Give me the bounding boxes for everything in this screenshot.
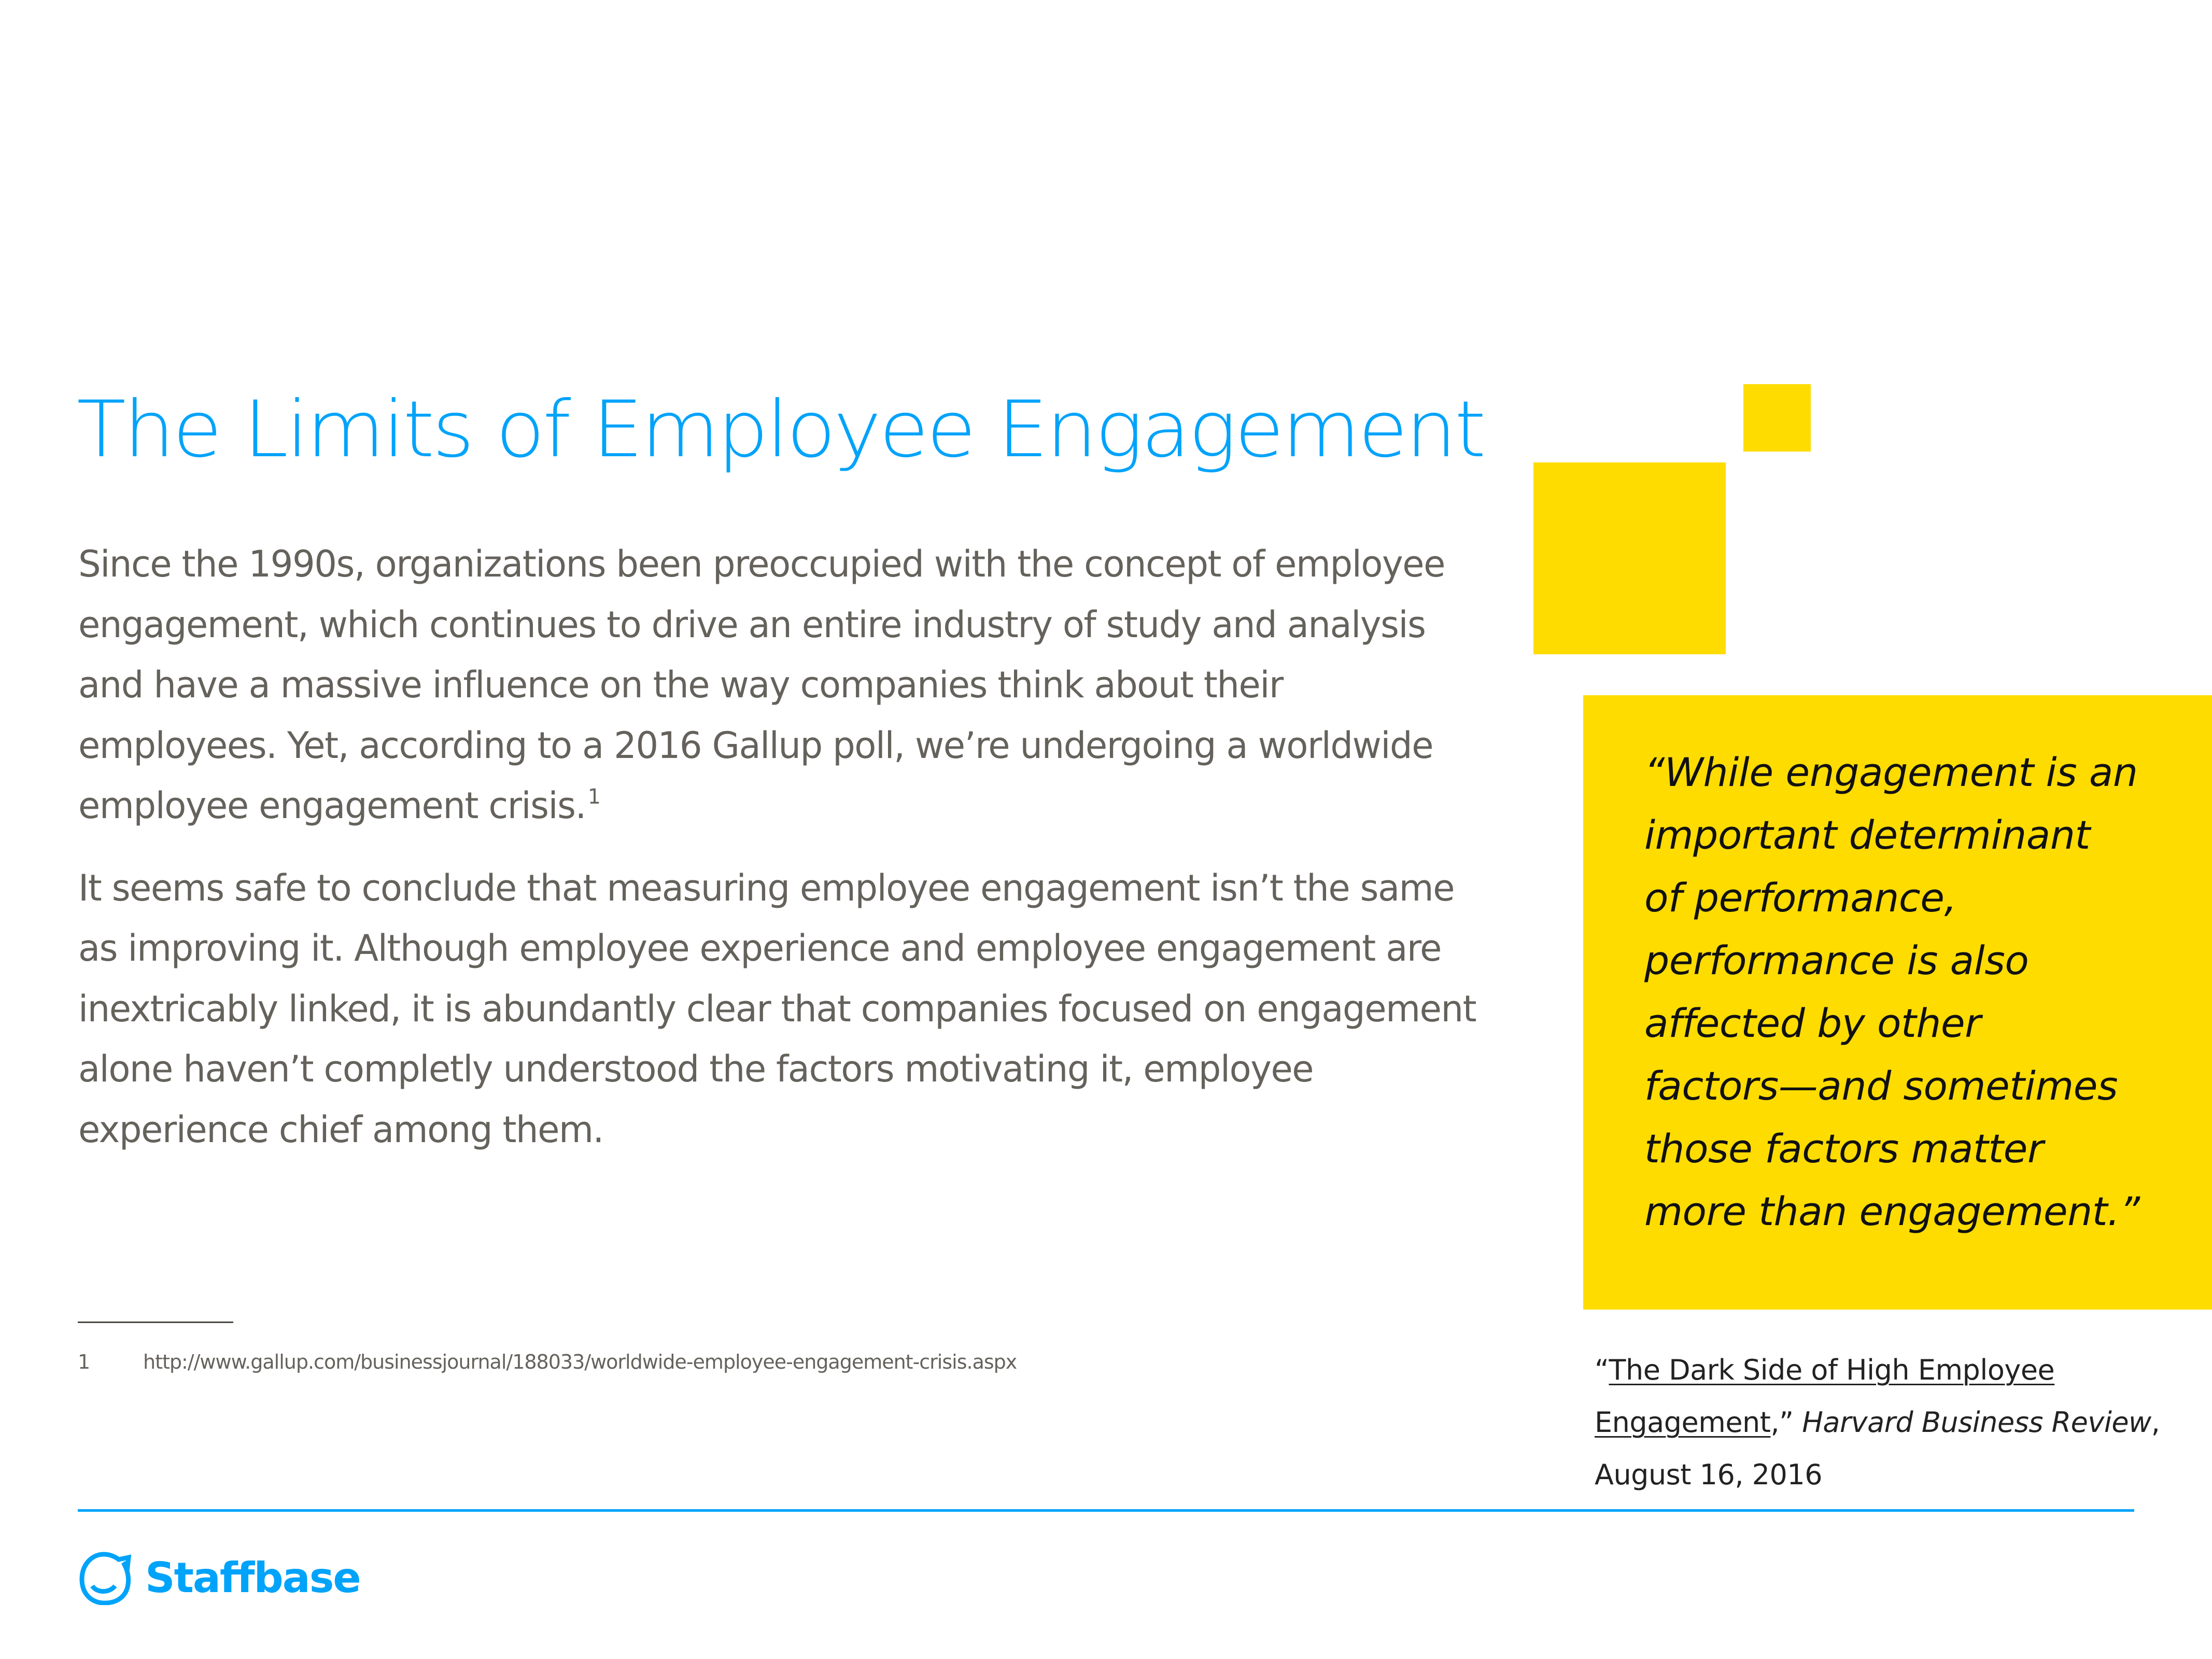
body-line: and have a massive influence on the way … (78, 664, 1284, 706)
body-line-last: employee engagement crisis.1 (78, 776, 1545, 836)
quote-line: affected by other (1644, 1000, 1981, 1046)
decorative-square-small (1743, 384, 1811, 452)
paragraph-2: It seems safe to conclude that measuring… (78, 858, 1571, 1160)
quote-line: important determinant (1644, 812, 2090, 858)
quote-line: factors—and sometimes (1644, 1063, 2118, 1109)
brand-wordmark: Staffbase (145, 1554, 361, 1602)
quote-line: more than engagement.” (1644, 1188, 2140, 1234)
footer-divider (78, 1509, 2134, 1512)
footnote-reference[interactable]: 1 (587, 785, 601, 809)
quote-line: “While engagement is an (1644, 749, 2138, 795)
body-line: employees. Yet, according to a 2016 Gall… (78, 724, 1434, 767)
citation-article-link[interactable]: The Dark Side of High Employee (1609, 1354, 2055, 1386)
body-line: inextricably linked, it is abundantly cl… (78, 987, 1477, 1030)
body-line: engagement, which continues to drive an … (78, 603, 1426, 646)
footnote-number: 1 (78, 1351, 90, 1373)
paragraph-1: Since the 1990s, organizations been preo… (78, 534, 1571, 836)
quote-citation: “The Dark Side of High Employee Engageme… (1595, 1344, 2160, 1501)
citation-comma: , (2151, 1406, 2160, 1439)
citation-journal: Harvard Business Review (1802, 1406, 2151, 1439)
body-line: It seems safe to conclude that measuring… (78, 866, 1455, 909)
body-line: as improving it. Although employee exper… (78, 927, 1442, 969)
pull-quote-box: “While engagement is an important determ… (1583, 695, 2212, 1310)
citation-line-1: “The Dark Side of High Employee (1595, 1344, 2160, 1396)
brand-logo: Staffbase (78, 1546, 361, 1606)
body-text: Since the 1990s, organizations been preo… (78, 534, 1571, 1160)
body-line: alone haven’t completly understood the f… (78, 1048, 1314, 1090)
body-line: experience chief among them. (78, 1108, 604, 1151)
body-line: Since the 1990s, organizations been preo… (78, 543, 1445, 585)
footnote-url[interactable]: http://www.gallup.com/businessjournal/18… (143, 1351, 1017, 1373)
citation-open-quote: “ (1595, 1354, 1609, 1386)
quote-line: those factors matter (1644, 1126, 2044, 1172)
body-line-text: employee engagement crisis. (78, 784, 586, 827)
citation-close-quote: ,” (1770, 1406, 1802, 1439)
pull-quote-text: “While engagement is an important determ… (1644, 741, 2140, 1243)
footnote: 1 http://www.gallup.com/businessjournal/1… (78, 1349, 1017, 1375)
quote-line: of performance, (1644, 875, 1957, 921)
citation-article-link-cont[interactable]: Engagement (1595, 1406, 1771, 1439)
citation-date: August 16, 2016 (1595, 1458, 1823, 1491)
citation-line-2: Engagement,” Harvard Business Review, (1595, 1396, 2160, 1449)
quote-line: performance is also (1644, 937, 2029, 983)
page-title: The Limits of Employee Engagement (77, 384, 1486, 475)
decorative-square-large (1533, 462, 1726, 654)
footnote-divider (78, 1321, 233, 1323)
staffbase-logo-icon (78, 1547, 134, 1605)
